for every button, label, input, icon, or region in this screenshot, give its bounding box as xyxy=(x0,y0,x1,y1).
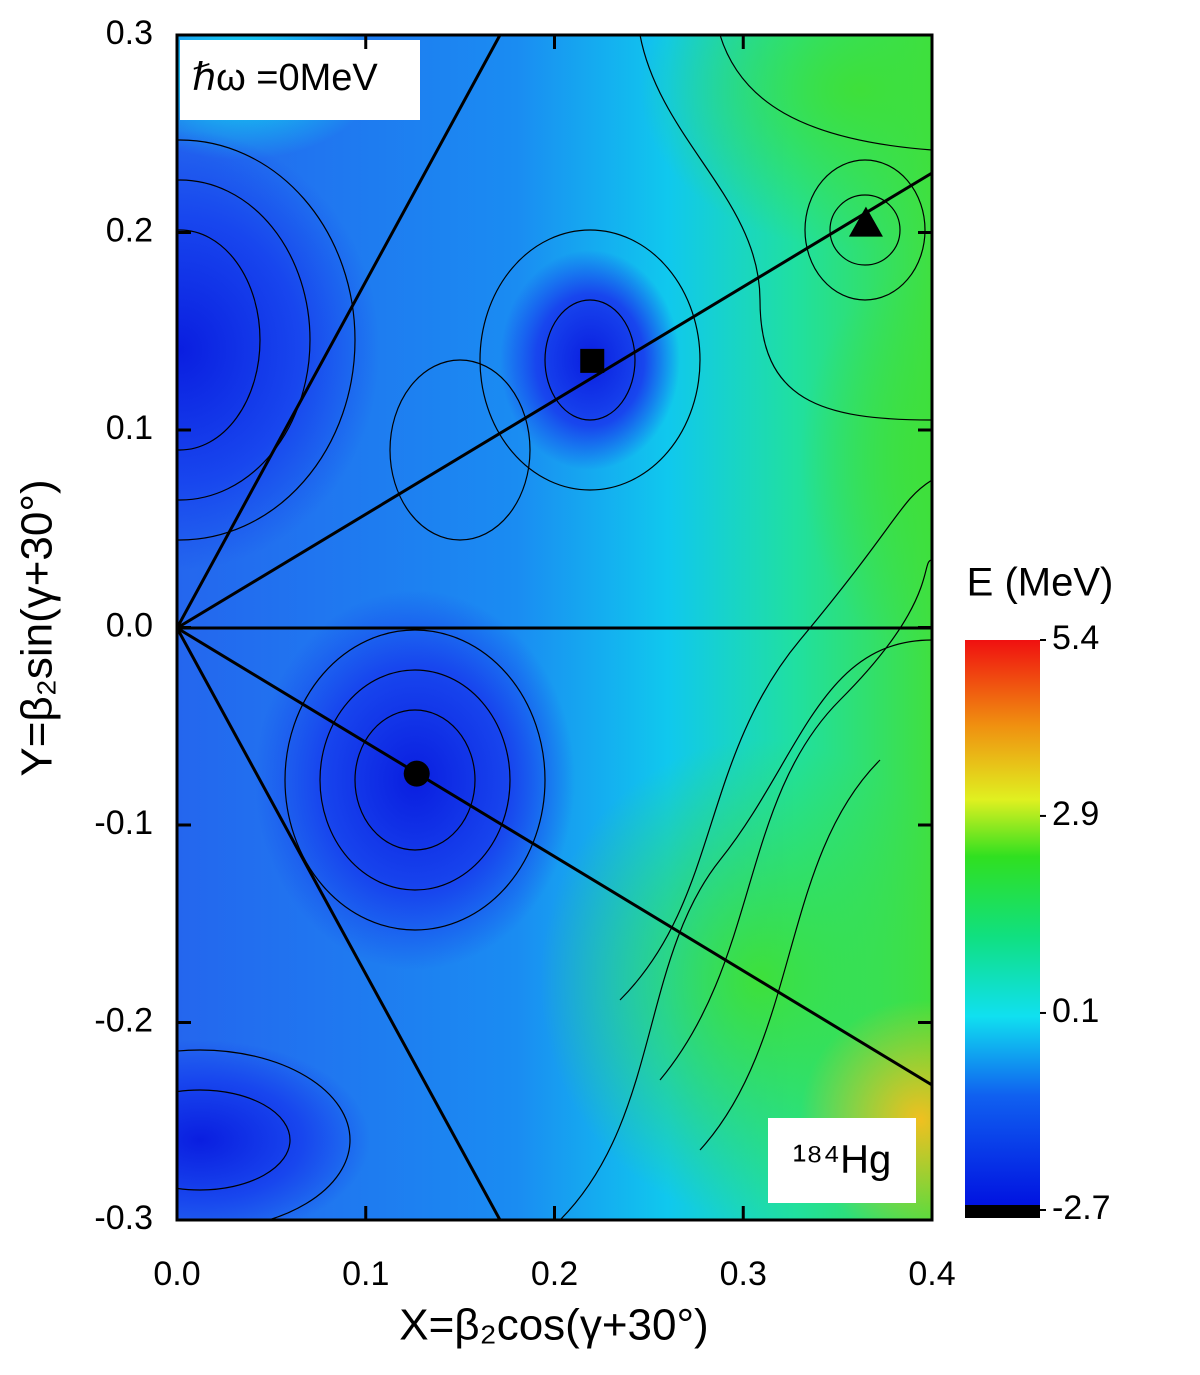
y-tick-label: -0.3 xyxy=(94,1199,153,1237)
colorbar-tick-label: 0.1 xyxy=(1052,992,1099,1030)
x-tick-label: 0.1 xyxy=(342,1255,389,1293)
y-tick-label: 0.0 xyxy=(106,606,153,644)
colorbar-tick-label: -2.7 xyxy=(1052,1189,1111,1227)
annotation-box xyxy=(768,1118,916,1203)
y-tick-label: 0.1 xyxy=(106,409,153,447)
energy-surface xyxy=(177,35,932,1220)
minimum-marker xyxy=(848,206,883,237)
colorbar xyxy=(965,640,1040,1210)
y-tick-label: 0.2 xyxy=(106,211,153,249)
y-tick-label: 0.3 xyxy=(106,14,153,52)
x-axis-label: X=β₂cos(γ+30°) xyxy=(399,1301,708,1350)
annotation: ¹⁸⁴Hg xyxy=(793,1138,892,1182)
x-tick-label: 0.4 xyxy=(908,1255,955,1293)
y-axis-label: Y=β₂sin(γ+30°) xyxy=(13,479,62,776)
minimum-marker xyxy=(580,348,605,373)
annotation: ℏω =0MeV xyxy=(192,57,378,99)
y-tick-label: -0.1 xyxy=(94,804,153,842)
colorbar-tick-label: 5.4 xyxy=(1052,619,1099,657)
y-tick-label: -0.2 xyxy=(94,1001,153,1039)
x-tick-label: 0.3 xyxy=(720,1255,767,1293)
x-tick-label: 0.2 xyxy=(531,1255,578,1293)
x-tick-label: 0.0 xyxy=(153,1255,200,1293)
colorbar-tick-label: 2.9 xyxy=(1052,795,1099,833)
colorbar-end xyxy=(965,1205,1040,1218)
minimum-marker xyxy=(403,760,430,787)
colorbar-title: E (MeV) xyxy=(967,561,1114,605)
annotation-box xyxy=(180,40,420,120)
